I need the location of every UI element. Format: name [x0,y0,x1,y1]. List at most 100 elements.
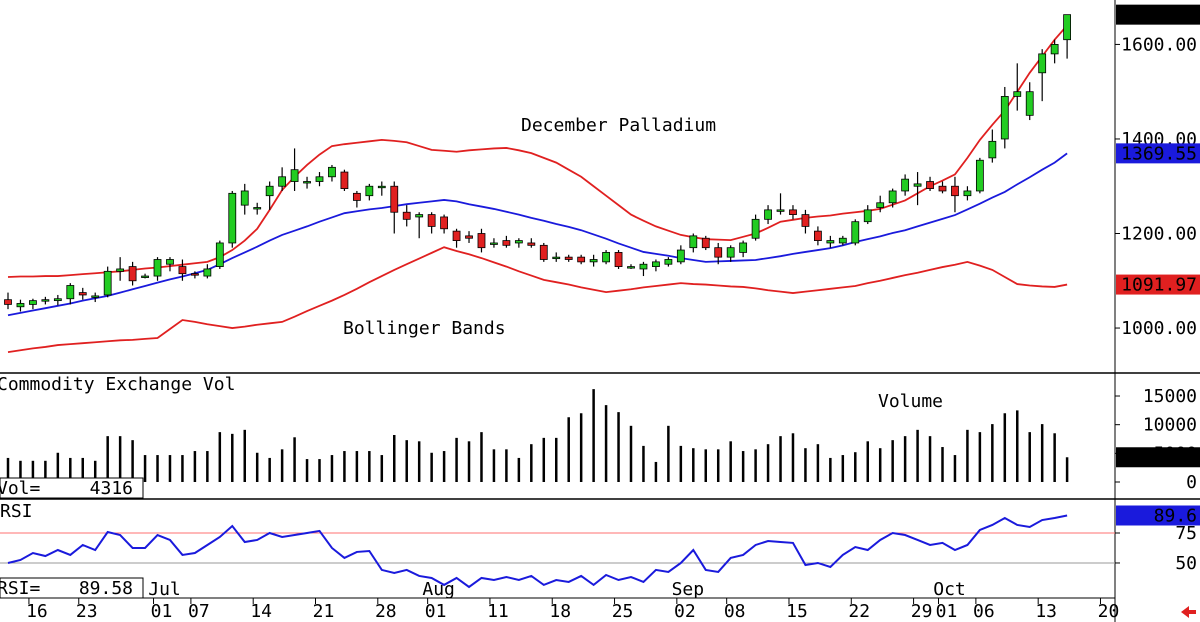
candle-body [577,256,586,263]
candle-body [41,299,50,302]
x-tick-label: 11 [487,601,509,622]
candle-body [627,266,635,269]
candle-body [764,209,772,220]
candle-body [564,256,573,260]
band-value-label: 1091.97 [1121,275,1197,296]
x-tick-label: 01 [936,601,958,622]
x-tick-label: 18 [549,601,571,622]
x-month-label: Oct [933,579,966,600]
candle-body [826,240,835,244]
x-month-label: Jul [148,579,181,600]
x-tick-label: 01 [425,601,447,622]
candle-body [290,169,299,182]
candle-body [726,247,735,258]
x-tick-label: 22 [848,601,870,622]
candle-body [340,171,349,189]
y-tick-label: 50 [1175,553,1197,574]
candle-body [78,292,87,296]
candle-body [814,230,822,241]
candle-body [328,166,336,178]
candle-body [851,221,860,244]
candle-body [714,247,723,258]
candle-body [66,285,75,300]
candle-body [1025,91,1034,116]
candle-body [926,181,934,189]
candle-body [676,249,685,263]
candle-body [1038,53,1047,74]
panel-title: RSI [0,501,33,522]
candle-body [514,240,523,244]
panel-title: December Palladium [521,115,716,136]
x-tick-label: 28 [375,601,397,622]
bollinger-band [7,246,1068,354]
x-month-label: Sep [672,579,705,600]
candle-body [776,209,785,212]
candle-body [141,275,149,278]
candle-body [614,252,623,267]
candle-body [751,218,760,239]
rsi-line [7,514,1068,589]
x-tick-label: 20 [1098,601,1120,622]
annotation: Volume [878,391,943,412]
scroll-arrow[interactable] [1181,606,1196,618]
x-tick-label: 23 [76,601,98,622]
candle-body [465,235,473,239]
bollinger-band [7,24,1068,278]
candle-body [190,273,199,276]
candle-body [876,202,885,208]
candle-body [253,207,262,210]
candle-body [16,303,25,308]
candle-body [901,178,910,192]
candle-body [427,214,436,227]
x-tick-label: 01 [151,601,173,622]
readout-box [0,477,144,499]
candle-body [589,259,598,263]
y-tick-label: 15000 [1143,386,1197,407]
candle-body [215,242,224,267]
candle-body [838,237,847,244]
candle-body [178,266,187,275]
y-tick-label: 10000 [1143,415,1197,436]
candle-body [4,299,12,305]
candle-body [963,190,972,197]
candle-body [278,176,287,187]
y-tick-label: 0 [1186,472,1197,493]
band-value-label-box [1116,143,1200,164]
candle-body [166,259,174,265]
candle-body [116,268,125,272]
rsi-value-label: 89.6 [1154,505,1197,526]
x-tick-label: 02 [674,601,696,622]
x-tick-label: 25 [612,601,634,622]
x-tick-label: 15 [786,601,808,622]
volume-value-label: 4316 [1154,447,1197,468]
bollinger-band [7,152,1068,317]
readout-value: 89.58 [79,578,133,599]
candle-body [303,181,311,184]
readout-value: 4316 [90,478,133,499]
y-tick-label: 1000.00 [1121,318,1197,339]
candle-body [1013,91,1022,97]
y-tick-label: 75 [1175,523,1197,544]
close-value-label-box [1116,4,1200,25]
candle-body [440,216,449,230]
candle-body [502,240,511,246]
candle-body [103,270,112,296]
x-tick-label: 21 [313,601,335,622]
x-month-label: Aug [422,579,455,600]
candle-body [1050,44,1059,55]
candle-body [539,244,548,260]
candle-body [265,185,274,197]
candle-body [689,235,698,249]
x-tick-label: 06 [973,601,995,622]
band-value-label-box [1116,274,1200,295]
candle-body [240,190,249,206]
candle-body [602,252,610,263]
candle-body [888,190,897,204]
candle-body [951,185,959,197]
candle-body [128,266,137,282]
candle-body [789,209,797,215]
candle-body [664,259,673,265]
candle-body [652,261,660,267]
candle-body [988,140,997,159]
